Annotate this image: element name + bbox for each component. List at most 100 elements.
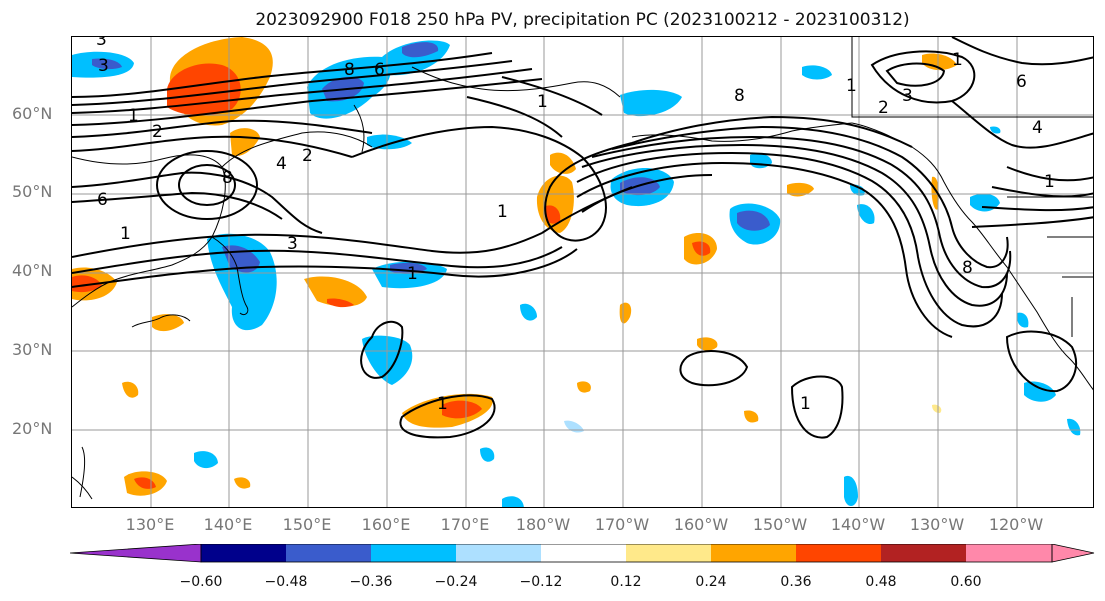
contour-label: 8 xyxy=(962,258,973,278)
precip-pos-area xyxy=(697,337,718,351)
precip-pos-area xyxy=(72,275,102,293)
colorbar-extend-high xyxy=(1051,544,1095,563)
contour-label: 1 xyxy=(800,394,811,414)
precip-neg-area xyxy=(367,134,412,150)
contour-label: 8 xyxy=(222,168,233,188)
contour-label: 1 xyxy=(1044,172,1055,192)
precip-pos-area xyxy=(922,53,957,71)
precip-neg-area xyxy=(502,496,524,507)
colorbar-tick-label: 0.48 xyxy=(865,574,897,590)
contour-label: 1 xyxy=(407,264,418,284)
precip-pos-area xyxy=(167,63,241,116)
precip-pos-area xyxy=(304,276,367,307)
contour-label: 6 xyxy=(1016,72,1027,92)
precip-pos-area xyxy=(931,176,939,210)
precip-pos-area xyxy=(152,314,184,332)
lat-label-60n: 60°N xyxy=(12,104,53,123)
precip-neg-area xyxy=(802,65,832,80)
precip-neg-area xyxy=(844,475,858,506)
contour-label: 1 xyxy=(846,76,857,96)
colorbar-tick-label: 0.12 xyxy=(610,574,642,590)
lon-label-150e: 150°E xyxy=(282,515,332,534)
precip-pos-area xyxy=(327,298,354,308)
contour-label: 1 xyxy=(537,92,548,112)
precip-pos-area xyxy=(619,302,632,324)
colorbar-bin xyxy=(881,544,966,562)
contour-label: 2 xyxy=(302,146,313,166)
precip-neg-area xyxy=(92,58,122,70)
lat-label-20n: 20°N xyxy=(12,419,53,438)
pv-contours xyxy=(72,37,1093,439)
lon-label-170w: 170°W xyxy=(594,515,650,534)
contour-label: 6 xyxy=(374,60,385,80)
lon-label-150w: 150°W xyxy=(752,515,808,534)
map-panel: 3 3 1 2 6 1 4 2 8 1 3 1 8 6 1 8 1 2 4 3 … xyxy=(71,36,1094,508)
precip-neg-area xyxy=(194,451,218,469)
lon-label-130e: 130°E xyxy=(125,515,175,534)
precip-pos-area xyxy=(692,241,711,256)
contour-label: 8 xyxy=(734,86,745,106)
contour-label: 4 xyxy=(276,154,287,174)
lon-label-180w: 180°W xyxy=(515,515,571,534)
contour-labels: 3 3 1 2 6 1 4 2 8 1 3 1 8 6 1 8 1 2 4 3 … xyxy=(96,37,1055,414)
colorbar xyxy=(70,544,1095,563)
lon-label-140w: 140°W xyxy=(830,515,886,534)
precip-neg-area xyxy=(480,447,495,462)
colorbar-bin xyxy=(456,544,541,562)
precip-neg-area xyxy=(990,126,1001,134)
precip-pos-area xyxy=(577,381,591,393)
colorbar-bin xyxy=(626,544,711,562)
contour-label: 1 xyxy=(497,202,508,222)
colorbar-tick-label: −0.48 xyxy=(264,574,308,590)
contour-label: 3 xyxy=(287,234,298,254)
colorbar-tick-label: −0.12 xyxy=(519,574,563,590)
precip-neg-area xyxy=(520,303,537,321)
colorbar-bin xyxy=(286,544,371,562)
lon-label-140e: 140°E xyxy=(203,515,253,534)
colorbar-tick-label: −0.36 xyxy=(349,574,393,590)
contour-label: 8 xyxy=(344,60,355,80)
precip-neg-area xyxy=(857,204,875,225)
lat-label-50n: 50°N xyxy=(12,182,53,201)
precip-pos-area xyxy=(932,404,942,413)
colorbar-bin xyxy=(371,544,456,562)
colorbar-bin xyxy=(796,544,881,562)
colorbar-bin xyxy=(541,544,626,562)
colorbar-bin xyxy=(711,544,796,562)
precip-neg-area xyxy=(850,184,865,196)
precip-neg-area xyxy=(402,42,439,58)
contour-label: 3 xyxy=(98,56,109,76)
precip-pos-area xyxy=(230,128,260,156)
precip-pos-area xyxy=(234,477,251,489)
colorbar-tick-label: 0.24 xyxy=(695,574,727,590)
lon-label-120w: 120°W xyxy=(988,515,1044,534)
precip-pos-area xyxy=(122,381,139,398)
precip-pos-area xyxy=(550,152,576,174)
lat-label-30n: 30°N xyxy=(12,340,53,359)
colorbar-bin xyxy=(966,544,1052,562)
lon-label-160e: 160°E xyxy=(361,515,411,534)
precip-neg-area xyxy=(737,210,770,231)
precip-pos-area xyxy=(744,410,759,423)
contour-label: 1 xyxy=(437,394,448,414)
precip-pos-area xyxy=(442,400,482,419)
precip-neg-area xyxy=(564,420,584,433)
contour-label: 1 xyxy=(128,106,139,126)
precip-pos-area xyxy=(544,205,561,224)
precip-pos-area xyxy=(787,182,814,197)
precip-neg-area xyxy=(1067,418,1081,436)
map-title: 2023092900 F018 250 hPa PV, precipitatio… xyxy=(255,10,910,30)
precip-neg-area xyxy=(620,89,682,117)
contour-label: 3 xyxy=(902,86,913,106)
contour-label: 6 xyxy=(97,190,108,210)
lat-label-40n: 40°N xyxy=(12,261,53,280)
precip-neg-area xyxy=(1016,312,1029,328)
contour-label: 1 xyxy=(952,50,963,70)
colorbar-bin xyxy=(201,544,286,562)
precip-neg-area xyxy=(207,233,277,331)
contour-label: 2 xyxy=(878,98,889,118)
colorbar-tick-label: 0.60 xyxy=(950,574,982,590)
lon-label-130w: 130°W xyxy=(909,515,965,534)
contour-label: 2 xyxy=(152,122,163,142)
lon-label-160w: 160°W xyxy=(673,515,729,534)
